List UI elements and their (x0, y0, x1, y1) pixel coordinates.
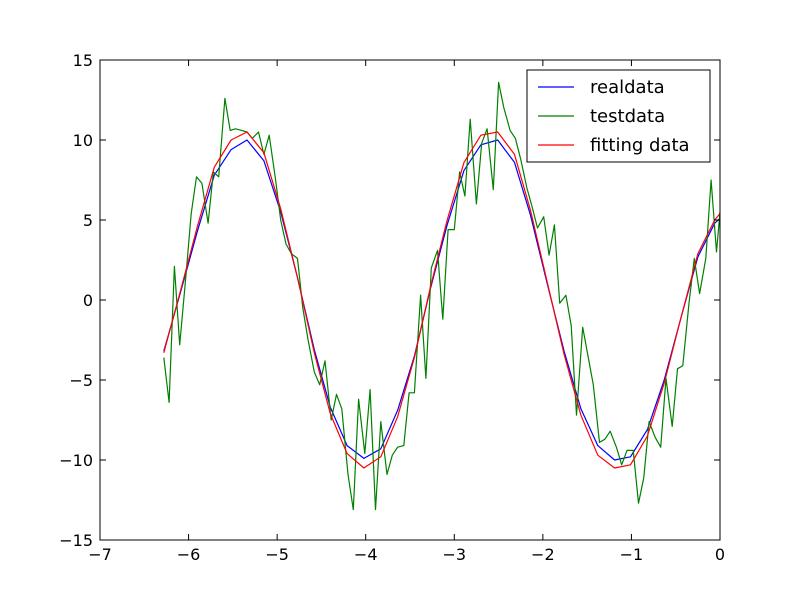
x-tick-label: −1 (620, 545, 644, 564)
y-tick-label: −15 (59, 531, 93, 550)
x-tick-label: −5 (265, 545, 289, 564)
x-tick-label: −6 (177, 545, 201, 564)
x-tick-label: −2 (531, 545, 555, 564)
y-tick-label: 5 (83, 211, 93, 230)
legend-label-2: fitting data (590, 135, 690, 156)
y-tick-label: −5 (69, 371, 93, 390)
y-tick-label: 0 (83, 291, 93, 310)
legend-label-0: realdata (590, 77, 665, 98)
plot-frame (99, 59, 721, 541)
legend: realdata testdata fitting data (526, 69, 711, 163)
y-tick-label: 15 (73, 51, 93, 70)
series-line-0 (163, 139, 720, 461)
legend-label-1: testdata (590, 106, 665, 127)
x-tick-label: −7 (88, 545, 112, 564)
series-line-2 (163, 131, 720, 469)
y-tick-label: 10 (73, 131, 93, 150)
series-line-1 (163, 81, 720, 511)
x-tick-label: −4 (354, 545, 378, 564)
series-layer (163, 81, 720, 511)
y-tick-label: −10 (59, 451, 93, 470)
x-tick-label: 0 (715, 545, 725, 564)
x-tick-label: −3 (442, 545, 466, 564)
